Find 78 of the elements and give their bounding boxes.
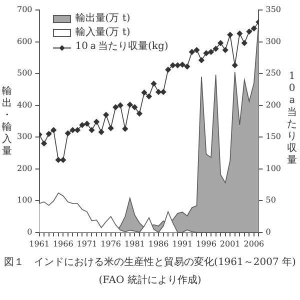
point bbox=[79, 122, 86, 128]
y2-tick-label: 350 bbox=[266, 5, 282, 14]
point bbox=[60, 157, 66, 163]
point bbox=[170, 62, 176, 68]
point bbox=[94, 118, 100, 125]
point bbox=[251, 26, 257, 32]
x-tick-label: 1981 bbox=[124, 239, 145, 248]
y2-tick-label: 0 bbox=[266, 227, 271, 236]
point bbox=[212, 46, 219, 52]
point bbox=[141, 90, 148, 96]
point bbox=[117, 102, 124, 108]
x-tick-label: 1966 bbox=[52, 239, 74, 248]
y-tick-label: 600 bbox=[16, 36, 32, 46]
point bbox=[74, 127, 80, 133]
legend-label: 10ａ当たり収量(kg) bbox=[75, 40, 168, 54]
text: 図１ インドにおける米の生産性と貿易の変化(1961～2007 年) bbox=[3, 256, 297, 270]
y-tick-label: 700 bbox=[16, 5, 32, 14]
y2-tick-label: 250 bbox=[266, 68, 282, 78]
point bbox=[55, 157, 62, 163]
x-tick-label: 1991 bbox=[172, 239, 193, 248]
x-tick-label: 2001 bbox=[220, 239, 240, 248]
point bbox=[112, 104, 119, 110]
point bbox=[242, 40, 248, 46]
point bbox=[146, 94, 152, 100]
point bbox=[236, 30, 243, 36]
x-tick-label: 1986 bbox=[148, 239, 169, 248]
x-tick-label: 1976 bbox=[100, 239, 122, 248]
point bbox=[84, 120, 90, 127]
y2-tick-label: 50 bbox=[266, 196, 276, 205]
point bbox=[165, 66, 171, 73]
point bbox=[218, 40, 224, 46]
point bbox=[208, 49, 214, 55]
point bbox=[160, 89, 166, 95]
point bbox=[246, 28, 252, 35]
point bbox=[156, 89, 162, 95]
y2-tick-label: 150 bbox=[266, 132, 282, 142]
point bbox=[46, 131, 52, 137]
point bbox=[150, 80, 157, 87]
point bbox=[108, 125, 114, 132]
point bbox=[41, 140, 47, 146]
point bbox=[50, 127, 56, 133]
y-tick-label: 100 bbox=[16, 196, 32, 205]
y2-tick-label: 100 bbox=[266, 164, 282, 173]
x-tick-label: 1961 bbox=[29, 239, 50, 248]
text: (FAO 統計により作成) bbox=[98, 274, 202, 288]
legend-label: 輸入量(万 t) bbox=[75, 26, 130, 40]
point bbox=[227, 32, 234, 38]
point bbox=[98, 129, 104, 135]
point bbox=[222, 47, 228, 53]
y-axis-title: 輸出・輸入量 bbox=[1, 86, 13, 158]
point bbox=[88, 127, 95, 133]
legend-label: 輸出量(万 t) bbox=[75, 12, 130, 26]
x-tick-label: 1996 bbox=[196, 239, 216, 248]
y2-tick-label: 200 bbox=[266, 100, 282, 110]
point bbox=[174, 62, 181, 68]
point bbox=[103, 112, 109, 118]
point bbox=[189, 49, 195, 55]
y-tick-label: 400 bbox=[16, 100, 32, 110]
point bbox=[64, 130, 71, 136]
point bbox=[232, 62, 238, 68]
point bbox=[122, 126, 128, 132]
y-tick-label: 300 bbox=[16, 132, 32, 142]
point bbox=[127, 102, 133, 108]
y-tick-label: 200 bbox=[16, 164, 32, 173]
point bbox=[184, 64, 190, 70]
y-tick-label: 500 bbox=[16, 68, 32, 78]
y-tick-label: 0 bbox=[27, 227, 32, 236]
y2-axis-title: 10ａ当たり収量 bbox=[286, 71, 298, 168]
x-tick-label: 2006 bbox=[244, 239, 264, 248]
point bbox=[198, 57, 204, 64]
y2-tick-label: 300 bbox=[266, 36, 282, 46]
x-tick-label: 1971 bbox=[76, 239, 98, 248]
point bbox=[136, 110, 142, 116]
point bbox=[194, 47, 200, 53]
point bbox=[132, 104, 138, 110]
point bbox=[203, 50, 210, 56]
point bbox=[179, 62, 186, 68]
point bbox=[70, 127, 76, 133]
